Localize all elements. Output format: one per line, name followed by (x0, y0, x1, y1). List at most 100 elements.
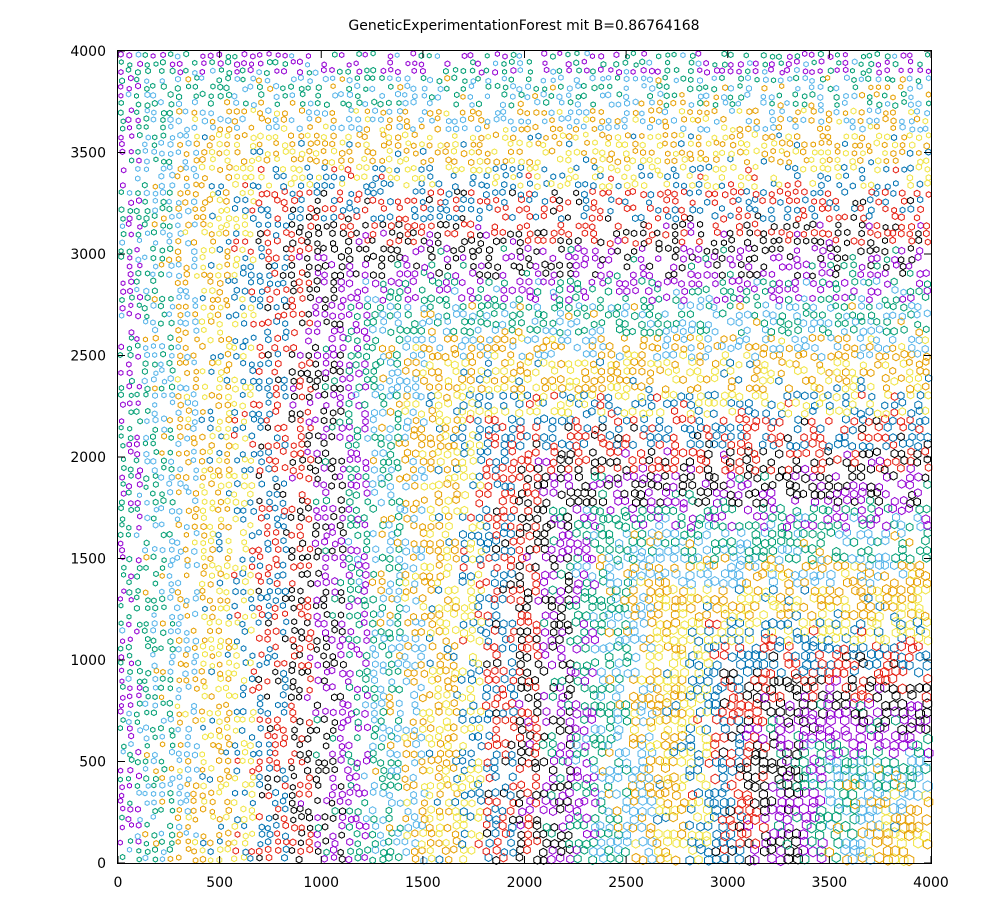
scatter-point (185, 845, 192, 853)
scatter-point (401, 406, 409, 416)
scatter-point (824, 594, 834, 606)
scatter-point (379, 855, 387, 864)
scatter-point (250, 708, 257, 717)
scatter-point (883, 422, 892, 432)
scatter-point (840, 432, 849, 441)
scatter-point (257, 694, 264, 702)
scatter-point (175, 627, 181, 635)
scatter-point (652, 739, 661, 750)
scatter-point (169, 557, 176, 564)
scatter-point (548, 423, 557, 433)
scatter-point (274, 561, 281, 569)
scatter-point (193, 376, 199, 383)
scatter-point (539, 666, 549, 676)
scatter-point (355, 821, 364, 830)
scatter-point (532, 790, 541, 800)
scatter-point (662, 627, 671, 638)
scatter-point (784, 568, 793, 579)
scatter-point (685, 561, 695, 572)
scatter-point (647, 747, 657, 758)
scatter-point (412, 449, 420, 458)
scatter-point (922, 780, 933, 793)
scatter-point (337, 536, 345, 546)
scatter-point (117, 725, 123, 732)
scatter-point (516, 596, 525, 606)
scatter-point (492, 845, 501, 855)
scatter-point (344, 766, 352, 775)
scatter-point (347, 448, 355, 457)
scatter-point (223, 604, 230, 612)
scatter-point (176, 806, 182, 813)
scatter-point (207, 839, 214, 847)
scatter-point (425, 791, 434, 800)
scatter-point (517, 676, 526, 686)
scatter-point (688, 798, 697, 808)
scatter-point (401, 652, 409, 661)
scatter-point (216, 384, 223, 392)
scatter-point (152, 702, 158, 709)
scatter-point (450, 433, 458, 443)
scatter-point (661, 505, 671, 515)
scatter-point (396, 475, 403, 483)
scatter-point (239, 726, 246, 735)
scatter-point (499, 666, 508, 676)
scatter-point (158, 645, 164, 652)
scatter-point (509, 815, 517, 825)
scatter-point (394, 659, 402, 668)
scatter-point (396, 824, 404, 833)
scatter-point (483, 828, 491, 838)
scatter-point (184, 556, 191, 564)
scatter-point (232, 789, 239, 797)
scatter-point (118, 767, 124, 774)
scatter-point (533, 626, 541, 636)
scatter-point (767, 400, 776, 410)
scatter-point (655, 547, 664, 557)
scatter-point (273, 821, 280, 829)
scatter-point (745, 521, 753, 530)
scatter-point (386, 546, 394, 555)
scatter-point (126, 718, 132, 726)
scatter-point (736, 577, 746, 588)
scatter-point (881, 535, 890, 546)
scatter-point (239, 620, 246, 628)
scatter-point (734, 821, 744, 832)
scatter-point (126, 555, 133, 563)
scatter-point (193, 475, 199, 482)
scatter-point (256, 780, 263, 789)
scatter-point (477, 547, 485, 556)
scatter-point (826, 715, 836, 727)
scatter-point (345, 537, 352, 546)
scatter-point (564, 545, 573, 555)
scatter-point (727, 748, 737, 760)
scatter-point (476, 425, 484, 434)
scatter-point (575, 392, 583, 401)
scatter-point (696, 821, 705, 832)
scatter-point (313, 830, 321, 839)
scatter-point (712, 838, 721, 849)
scatter-point (340, 660, 347, 669)
scatter-point (766, 668, 775, 679)
scatter-point (767, 465, 775, 475)
scatter-point (250, 400, 257, 409)
scatter-point (336, 472, 344, 481)
scatter-point (369, 644, 376, 653)
scatter-point (206, 776, 213, 784)
scatter-point (346, 465, 353, 473)
scatter-point (330, 853, 338, 861)
scatter-point (121, 588, 127, 594)
scatter-point (596, 847, 605, 858)
scatter-point (296, 717, 304, 726)
scatter-point (417, 683, 425, 692)
scatter-point (174, 554, 180, 561)
scatter-point (402, 499, 410, 508)
scatter-point (547, 854, 556, 865)
scatter-point (199, 482, 205, 490)
scatter-point (256, 634, 263, 642)
scatter-point (142, 790, 148, 797)
scatter-point (775, 438, 783, 448)
scatter-point (547, 545, 556, 555)
scatter-point (550, 447, 559, 457)
scatter-point (648, 709, 657, 719)
scatter-point (750, 373, 759, 383)
scatter-point (840, 626, 849, 637)
